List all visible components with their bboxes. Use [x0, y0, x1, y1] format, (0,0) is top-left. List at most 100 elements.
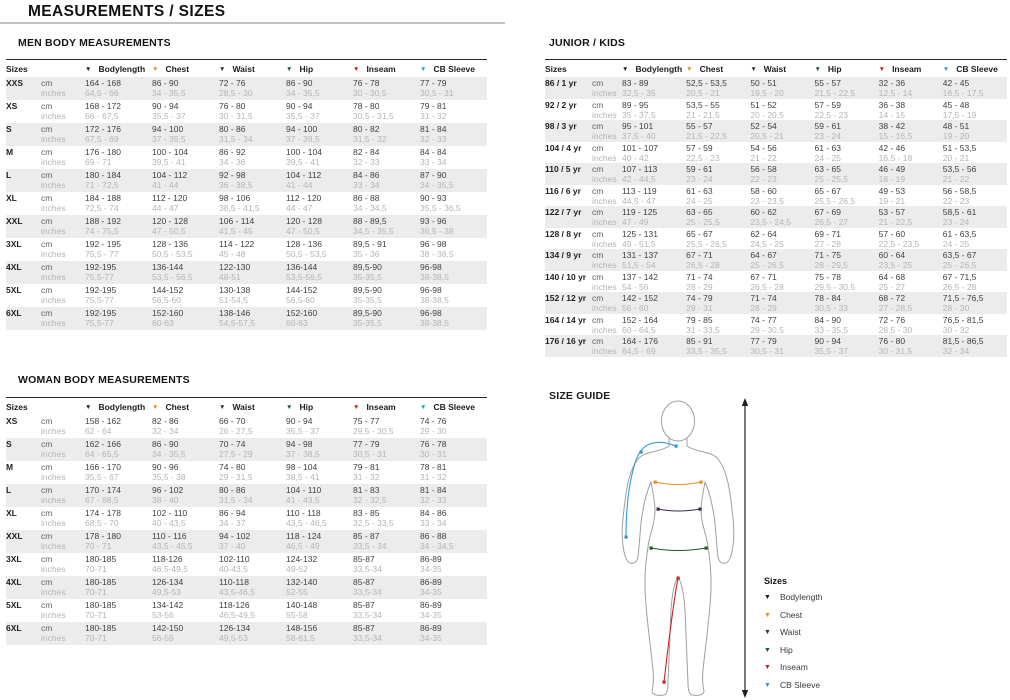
- value-inches: 29 - 30,5: [750, 324, 784, 335]
- measurement-cell: 192-195 75,5-77: [85, 261, 152, 284]
- measurement-cell: 192-195 75,5-77: [85, 284, 152, 307]
- legend-item: ▼ Bodylength: [764, 592, 822, 610]
- measurement-cell: 94 - 102 37 - 40: [219, 530, 286, 553]
- value-inches: 40 - 42: [622, 152, 649, 163]
- unit-cell: cm inches: [41, 169, 85, 192]
- size-guide-section: SIZE GUIDE: [540, 385, 1010, 700]
- inseam-marker-icon: ▼: [353, 65, 360, 73]
- value-cm: 76,5 - 81,5: [942, 314, 984, 325]
- measurement-cell: 98 - 106 38,5 - 41,5: [219, 192, 286, 215]
- value-cm: 42 - 46: [878, 142, 906, 153]
- value-inches: 25,5 - 26,5: [814, 195, 856, 206]
- unit-cm-label: cm: [592, 314, 604, 325]
- measurement-cell: 170 - 174 67 - 68,5: [85, 484, 152, 507]
- value-cm: 84 - 84: [420, 147, 447, 157]
- value-cm: 90 - 93: [420, 193, 447, 203]
- value-cm: 152-160: [152, 308, 184, 318]
- measurement-cell: 82 - 86 32 - 34: [152, 415, 219, 438]
- value-inches: 46,5 - 49: [286, 541, 320, 551]
- unit-cm-label: cm: [41, 285, 53, 295]
- measurement-cell: 86 - 88 34 - 34,5: [353, 192, 420, 215]
- measurement-cell: 58,5 - 61 23 - 24: [943, 206, 1007, 228]
- column-header-inseam: ▼ Inseam: [353, 398, 420, 416]
- value-inches: 54,5-57,5: [219, 318, 255, 328]
- value-cm: 128 - 136: [152, 239, 188, 249]
- unit-cell: cm inches: [592, 335, 622, 357]
- waist-marker-icon: ▼: [750, 65, 757, 73]
- measurement-cell: 71,5 - 76,5 28 - 30: [943, 292, 1007, 314]
- value-cm: 89,5-90: [353, 285, 382, 295]
- value-inches: 37 - 38,5: [286, 449, 320, 459]
- measurement-cell: 50 - 51 19,5 - 20: [750, 77, 814, 99]
- value-inches: 29,5 - 30,5: [814, 281, 856, 292]
- unit-cm-label: cm: [41, 462, 53, 472]
- measurement-cell: 138-146 54,5-57,5: [219, 307, 286, 330]
- measurement-cell: 56 - 58,5 22 - 23: [943, 185, 1007, 207]
- value-cm: 126-134: [219, 623, 251, 633]
- value-inches: 28,5 - 30: [878, 324, 913, 335]
- size-label: 4XL: [6, 262, 22, 272]
- value-cm: 53,5 - 55: [686, 99, 720, 110]
- value-cm: 113 - 119: [622, 185, 657, 196]
- measurement-cell: 120 - 128 47 - 50,5: [286, 215, 353, 238]
- unit-cm-label: cm: [41, 262, 53, 272]
- value-cm: 137 - 142: [622, 271, 658, 282]
- measurement-cell: 57 - 59 22,5 - 23: [814, 99, 878, 121]
- value-inches: 25 - 25,5: [814, 174, 849, 184]
- value-inches: 35,5 - 67: [85, 472, 119, 482]
- value-cm: 96-98: [420, 308, 442, 318]
- unit-cell: cm inches: [592, 142, 622, 164]
- measurement-cell: 140-148 55-58: [286, 599, 353, 622]
- size-label: 122 / 7 yr: [545, 207, 582, 217]
- value-inches: 23,5 - 24,5: [750, 217, 791, 227]
- measurement-cell: 68 - 72 27 - 28,5: [879, 292, 943, 314]
- measurement-cell: 77 - 79 30,5 - 31: [420, 77, 487, 100]
- table-row: 4XL cm inches 192-195 75,5-77 136-144 53,5 - 5…: [6, 261, 487, 284]
- unit-cm-label: cm: [41, 147, 53, 157]
- table-row: 5XL cm inches 180-185 70-71 134-142 53-56 118-1…: [6, 599, 487, 622]
- value-cm: 69 - 71: [814, 228, 841, 239]
- measurement-cell: 124-132 49-52: [286, 553, 353, 576]
- value-inches: 41 - 44: [286, 180, 313, 190]
- value-inches: 21 - 22,5: [878, 217, 913, 227]
- measurement-cell: 136-144 53,5 - 56,5: [152, 261, 219, 284]
- value-inches: 12,5 - 14: [878, 88, 913, 98]
- table-row: 5XL cm inches 192-195 75,5-77 144-152 56,5-60 1…: [6, 284, 487, 307]
- unit-inches-label: inches: [592, 88, 617, 98]
- value-inches: 70-71: [85, 564, 107, 574]
- unit-inches-label: inches: [41, 88, 66, 98]
- measurement-cell: 137 - 142 54 - 56: [622, 271, 686, 293]
- value-cm: 55 - 57: [686, 121, 713, 131]
- value-cm: 168 - 172: [85, 101, 121, 111]
- unit-cell: cm inches: [41, 438, 85, 461]
- value-cm: 170 - 174: [85, 485, 121, 495]
- value-inches: 49,5-53: [152, 587, 181, 597]
- value-inches: 45 - 48: [219, 249, 246, 259]
- measurement-cell: 76 - 78 30 - 31: [420, 438, 487, 461]
- measurement-cell: 92 - 98 36 - 38,5: [219, 169, 286, 192]
- hip-marker-icon: ▼: [286, 65, 293, 73]
- column-header-label: CB Sleeve: [433, 401, 476, 412]
- value-cm: 126-134: [152, 577, 184, 587]
- value-cm: 106 - 114: [219, 216, 255, 226]
- measurement-cell: 192 - 195 75,5 - 77: [85, 238, 152, 261]
- value-cm: 96 - 102: [152, 485, 184, 495]
- unit-cell: cm inches: [41, 100, 85, 123]
- value-cm: 107 - 113: [622, 164, 658, 174]
- measurement-cell: 83 - 85 32,5 - 33,5: [353, 507, 420, 530]
- unit-cell: cm inches: [41, 576, 85, 599]
- value-inches: 38,5 - 41: [286, 472, 320, 482]
- value-inches: 53,5-56,5: [286, 272, 322, 282]
- unit-inches-label: inches: [592, 195, 617, 206]
- value-inches: 43,5 - 45,5: [152, 541, 193, 551]
- size-label: S: [6, 439, 12, 449]
- value-inches: 25 - 26,5: [750, 260, 784, 270]
- value-inches: 21,5 - 22,5: [686, 131, 727, 141]
- value-cm: 142-150: [152, 623, 184, 633]
- value-inches: 23 - 24: [686, 174, 713, 184]
- value-inches: 64,5 - 66: [85, 88, 119, 98]
- measurement-cell: 168 - 172 66 - 67,5: [85, 100, 152, 123]
- measurement-cell: 96-98 38-38,5: [420, 307, 487, 330]
- measurement-cell: 104 - 112 41 - 44: [286, 169, 353, 192]
- value-inches: 25,5 - 26,5: [686, 238, 727, 249]
